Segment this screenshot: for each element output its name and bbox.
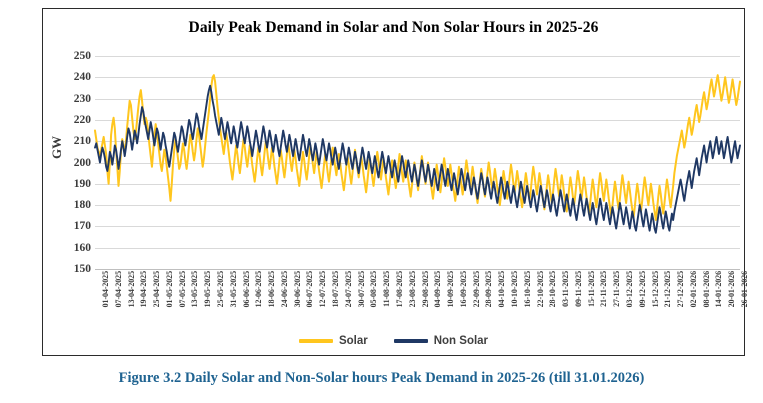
x-tick-label: 02-01-2026 (688, 271, 698, 308)
y-tick-180: 180 (73, 199, 91, 212)
legend-label-non-solar: Non Solar (433, 335, 489, 347)
gridline-250 (95, 56, 740, 57)
x-tick-label: 08-01-2026 (701, 271, 711, 308)
x-tick-label: 17-08-2025 (394, 271, 404, 308)
gridline-200 (95, 162, 740, 164)
x-tick-label: 10-09-2025 (446, 271, 456, 308)
x-tick-label: 28-10-2025 (548, 271, 558, 308)
x-tick-label: 10-10-2025 (509, 271, 519, 308)
gridline-160 (95, 247, 740, 249)
chart-frame: Daily Peak Demand in Solar and Non Solar… (42, 8, 749, 356)
gridline-180 (95, 205, 740, 207)
y-tick-240: 240 (73, 71, 91, 84)
gridline-170 (95, 226, 740, 228)
x-tick-label: 13-04-2025 (126, 271, 136, 308)
x-tick-label: 30-07-2025 (356, 271, 366, 308)
x-tick-label: 25-05-2025 (216, 271, 226, 308)
series-lines (95, 56, 740, 269)
x-tick-label: 01-04-2025 (101, 271, 110, 308)
x-tick-label: 04-09-2025 (433, 271, 443, 308)
x-tick-label: 26-01-2026 (740, 271, 749, 308)
y-tick-160: 160 (73, 241, 91, 254)
x-tick-label: 14-01-2026 (714, 271, 724, 308)
x-tick-label: 22-09-2025 (471, 271, 481, 308)
y-tick-210: 210 (73, 135, 91, 148)
y-tick-150: 150 (73, 263, 91, 275)
y-tick-200: 200 (73, 156, 91, 169)
x-tick-label: 05-08-2025 (369, 271, 379, 308)
plot-area (95, 56, 740, 270)
x-tick-label: 20-01-2026 (727, 271, 737, 308)
x-tick-label: 16-09-2025 (458, 271, 468, 308)
y-axis-ticks: 250 240 230 220 210 200 190 180 170 160 150 (47, 50, 91, 275)
x-tick-label: 19-04-2025 (139, 271, 149, 308)
x-tick-label: 01-05-2025 (164, 271, 174, 308)
gridline-150 (95, 269, 740, 270)
chart-title: Daily Peak Demand in Solar and Non Solar… (188, 19, 599, 36)
x-tick-label: 07-05-2025 (177, 271, 187, 308)
series-line-non-solar (95, 86, 740, 233)
x-tick-label: 03-11-2025 (561, 271, 571, 307)
x-tick-label: 06-06-2025 (241, 271, 251, 308)
gridline-240 (95, 77, 740, 79)
legend-swatch-solar (298, 339, 333, 343)
x-tick-label: 30-06-2025 (292, 271, 302, 308)
x-tick-label: 07-04-2025 (113, 271, 123, 308)
y-tick-220: 220 (73, 113, 91, 126)
x-tick-label: 28-09-2025 (484, 271, 494, 308)
x-tick-label: 25-04-2025 (152, 271, 162, 308)
x-tick-label: 27-11-2025 (612, 271, 622, 307)
x-tick-label: 21-11-2025 (599, 271, 609, 307)
x-tick-label: 11-08-2025 (382, 271, 392, 307)
x-tick-label: 27-12-2025 (676, 271, 686, 308)
y-tick-230: 230 (73, 92, 91, 105)
legend-item-solar[interactable]: Solar (298, 335, 368, 347)
legend-label-solar: Solar (338, 335, 368, 347)
x-tick-label: 19-05-2025 (203, 271, 213, 308)
x-tick-label: 15-11-2025 (586, 271, 596, 307)
gridline-220 (95, 119, 740, 121)
x-tick-label: 24-06-2025 (279, 271, 289, 308)
x-tick-label: 18-06-2025 (267, 271, 277, 308)
x-tick-label: 23-08-2025 (407, 271, 417, 308)
x-tick-label: 06-07-2025 (305, 271, 315, 308)
x-tick-label: 18-07-2025 (331, 271, 341, 308)
x-tick-label: 12-06-2025 (254, 271, 264, 308)
x-tick-label: 16-10-2025 (522, 271, 532, 308)
x-tick-label: 09-12-2025 (637, 271, 647, 308)
x-tick-label: 24-07-2025 (343, 271, 353, 308)
x-tick-label: 13-05-2025 (190, 271, 200, 308)
legend-item-non-solar[interactable]: Non Solar (393, 335, 489, 347)
x-tick-label: 09-11-2025 (573, 271, 583, 307)
y-tick-170: 170 (73, 220, 91, 233)
x-tick-label: 29-08-2025 (420, 271, 430, 308)
figure-caption: Figure 3.2 Daily Solar and Non-Solar hou… (118, 370, 645, 386)
x-axis-ticks: 01-04-2025 07-04-2025 13-04-2025 19-04-2025… (95, 271, 749, 333)
x-tick-label: 22-10-2025 (535, 271, 545, 308)
y-tick-250: 250 (73, 50, 91, 62)
x-tick-label: 21-12-2025 (663, 271, 673, 308)
legend-swatch-non-solar (393, 339, 428, 343)
y-axis-label: GW (49, 135, 64, 159)
x-tick-label: 12-07-2025 (318, 271, 328, 308)
gridline-210 (95, 141, 740, 143)
x-tick-label: 31-05-2025 (228, 271, 238, 308)
gridline-230 (95, 98, 740, 100)
x-tick-label: 03-12-2025 (624, 271, 634, 308)
x-tick-label: 15-12-2025 (650, 271, 660, 308)
series-line-solar (95, 75, 740, 220)
chart-legend: Solar Non Solar (43, 335, 744, 347)
x-tick-label: 04-10-2025 (497, 271, 507, 308)
y-tick-190: 190 (73, 177, 91, 190)
